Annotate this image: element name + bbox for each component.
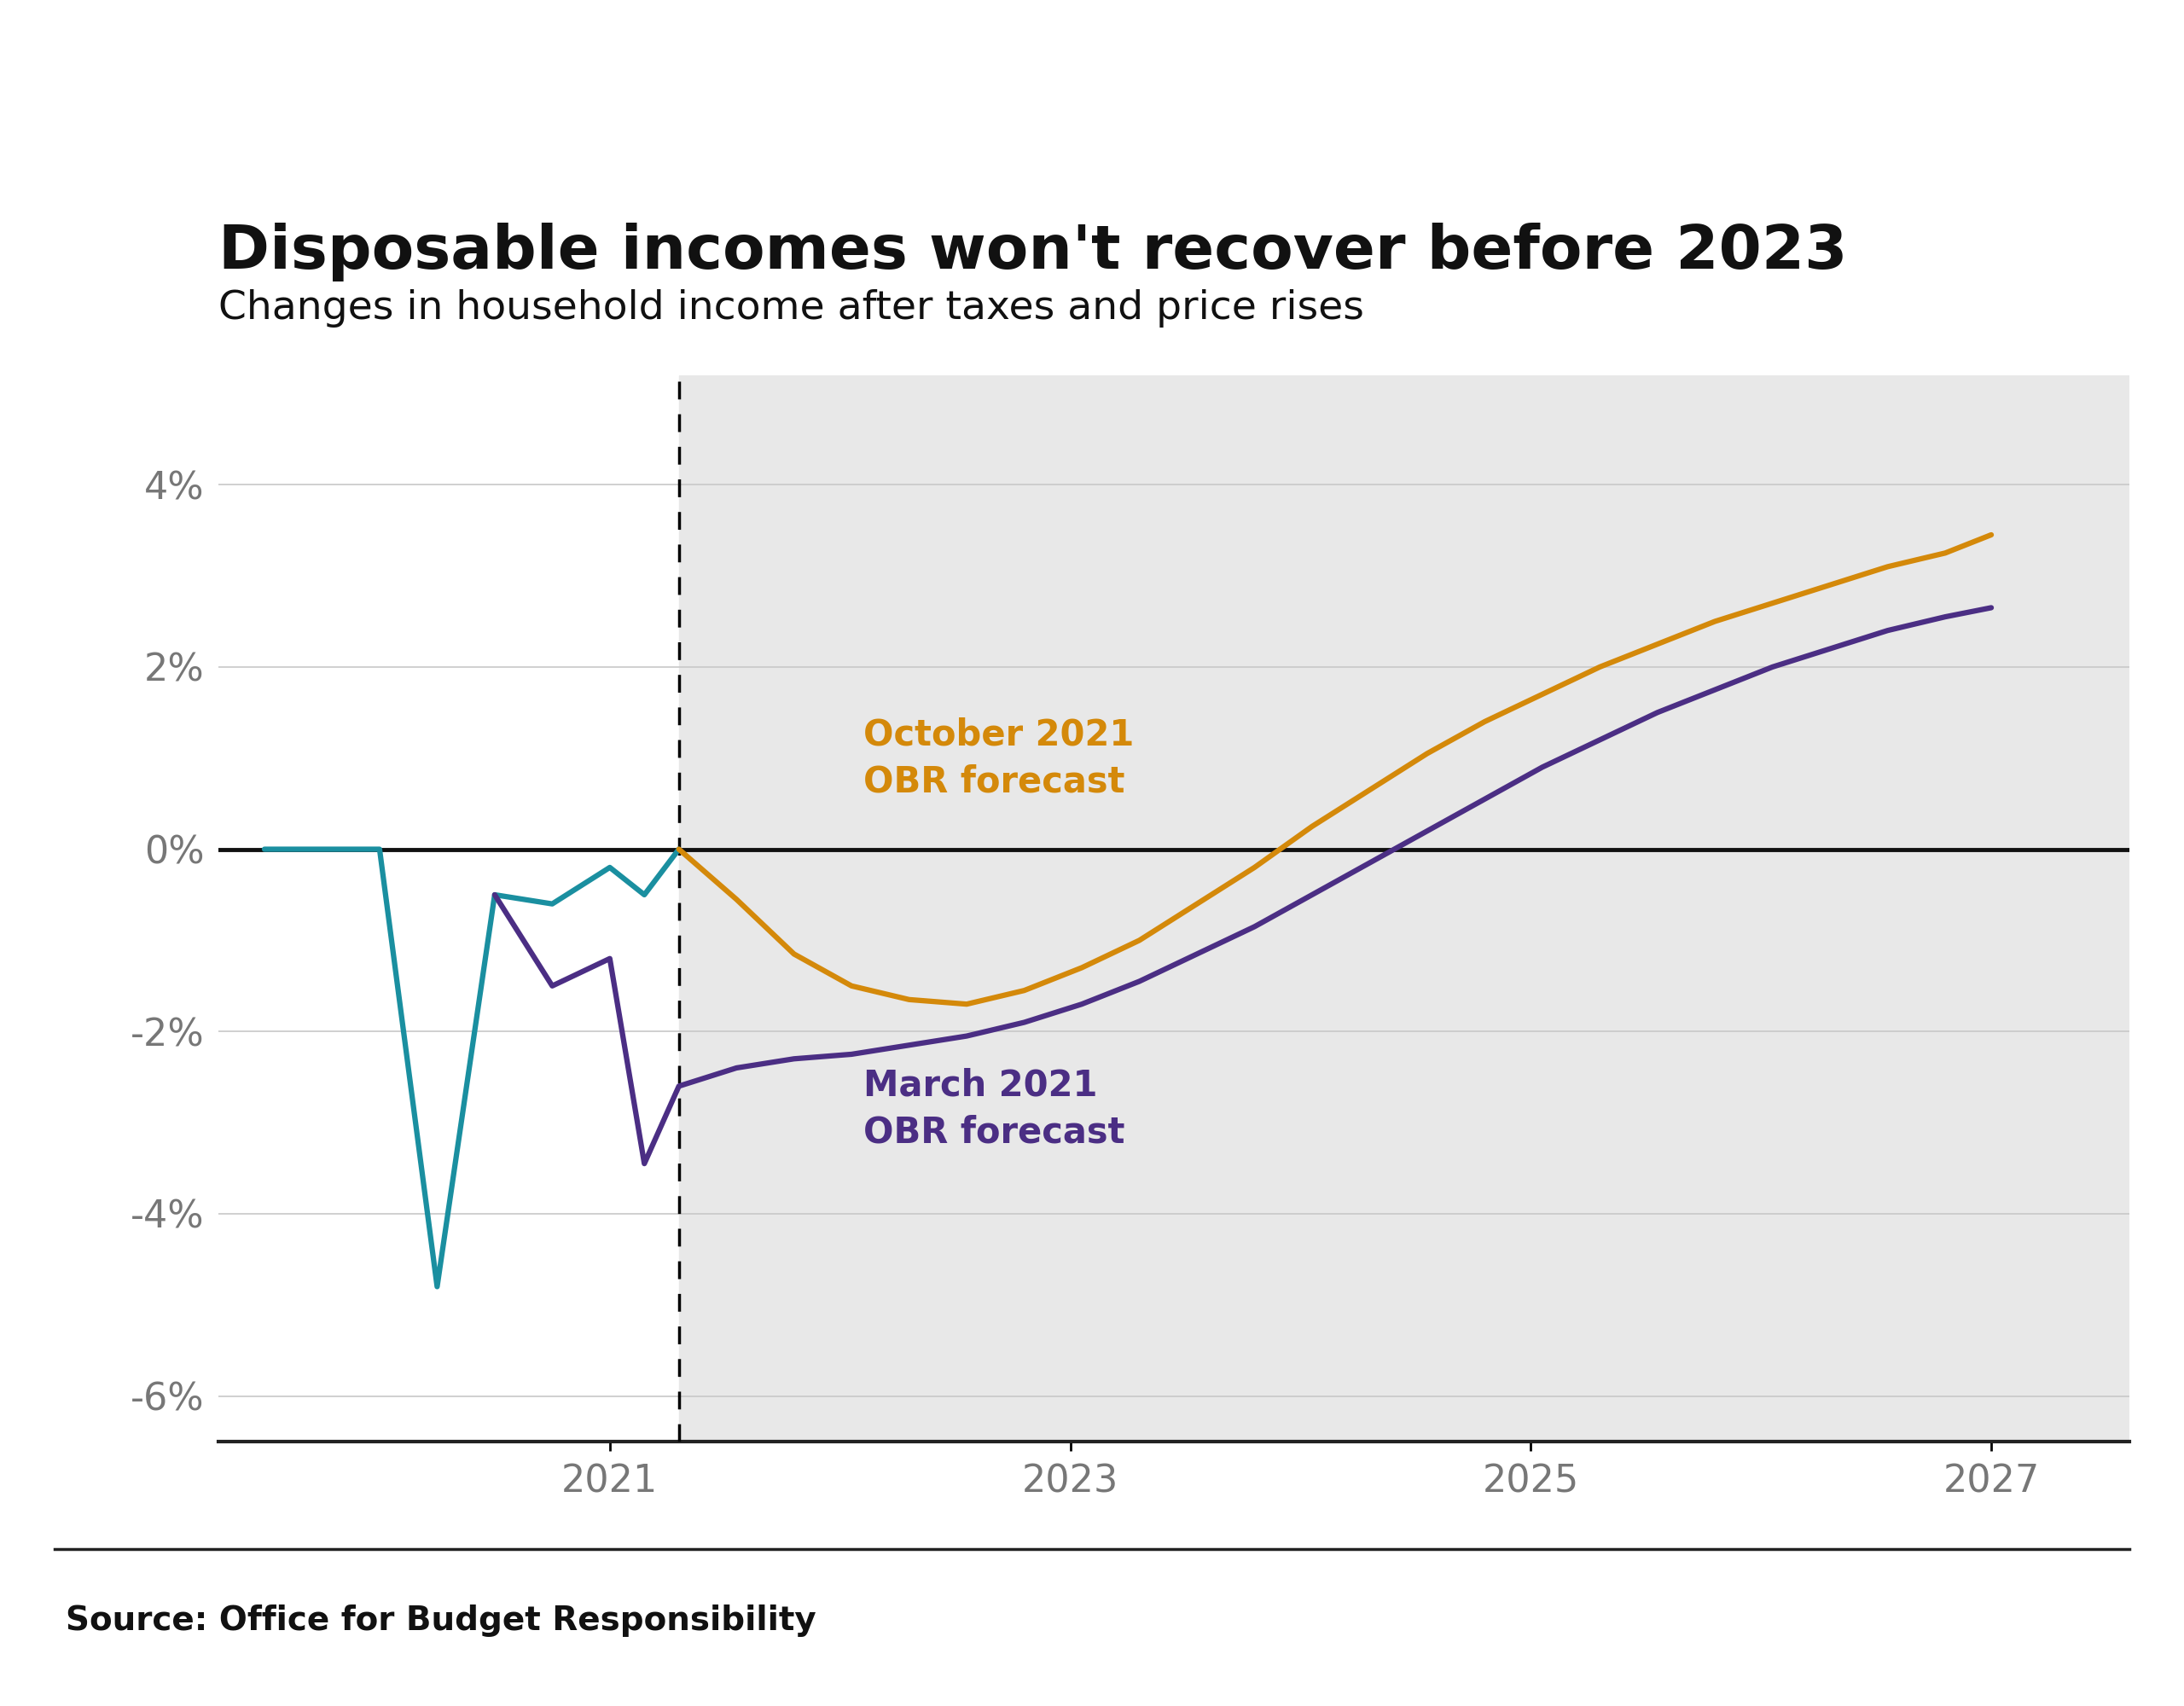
Text: Source: Office for Budget Responsibility: Source: Office for Budget Responsibility: [66, 1604, 817, 1638]
Text: Changes in household income after taxes and price rises: Changes in household income after taxes …: [218, 288, 1365, 328]
Text: Disposable incomes won't recover before 2023: Disposable incomes won't recover before …: [218, 222, 1848, 281]
Text: March 2021
OBR forecast: March 2021 OBR forecast: [863, 1068, 1125, 1150]
Text: B: B: [1904, 1609, 1935, 1646]
Text: B: B: [2018, 1609, 2049, 1646]
Text: C: C: [2132, 1609, 2162, 1646]
Bar: [679, 375, 2184, 1442]
Text: October 2021
OBR forecast: October 2021 OBR forecast: [863, 717, 1133, 800]
